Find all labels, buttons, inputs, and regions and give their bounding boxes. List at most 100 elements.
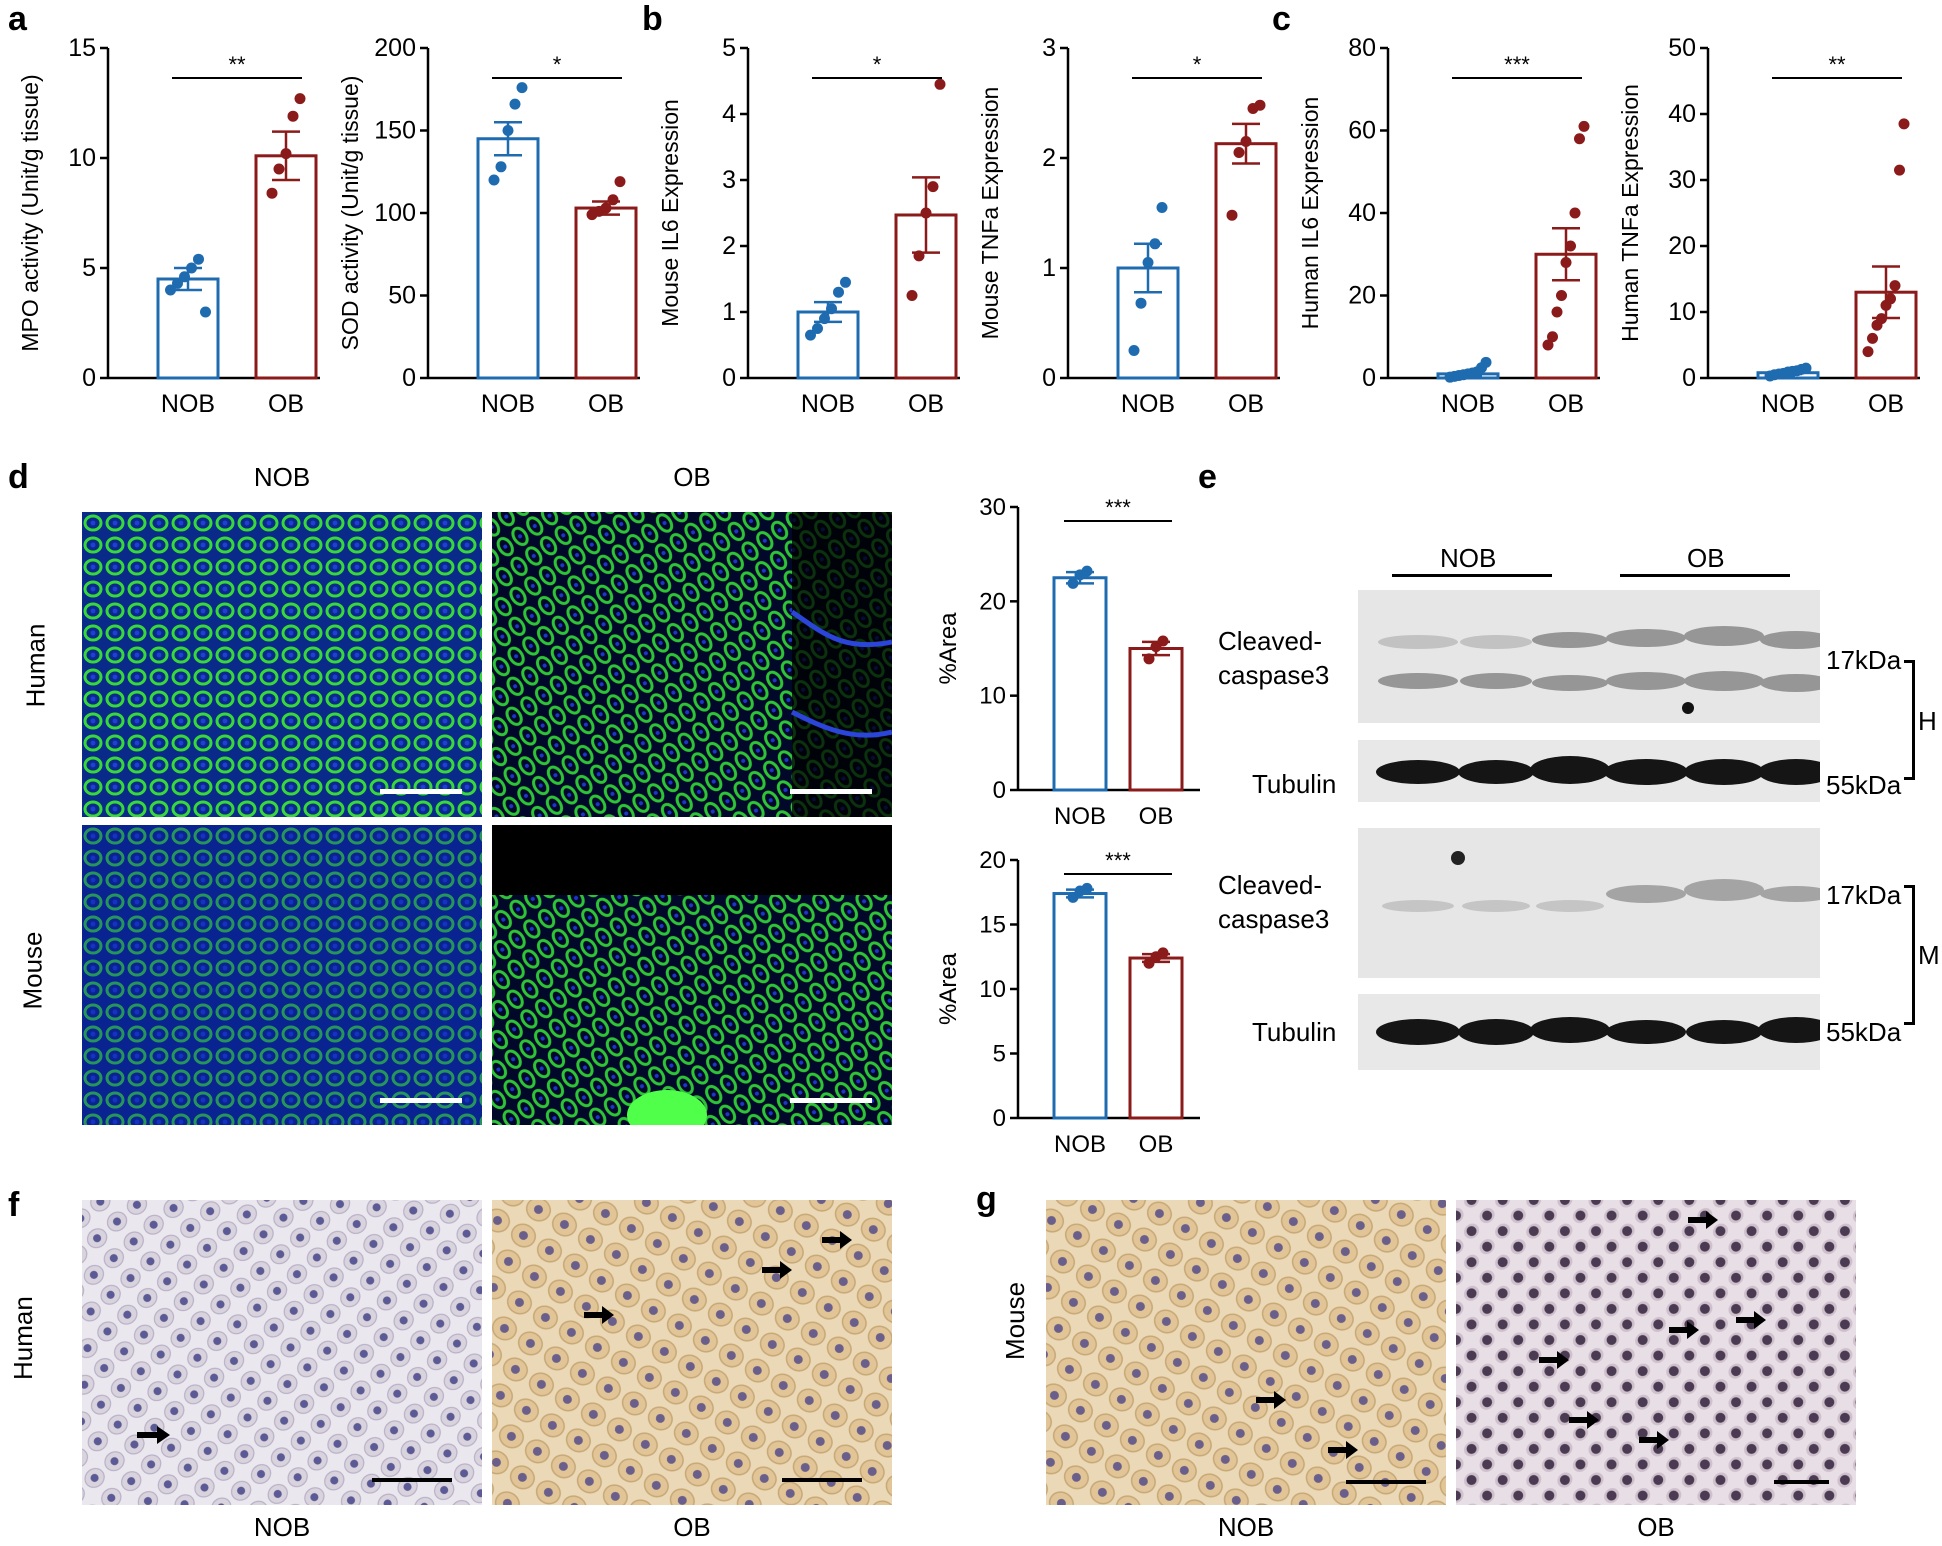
data-point — [1556, 290, 1567, 301]
data-point — [266, 187, 278, 199]
y-tick-label: 1 — [1042, 254, 1056, 282]
data-point — [1128, 345, 1140, 356]
bar-nob — [1052, 892, 1108, 1120]
bar-ob — [1128, 647, 1184, 792]
y-tick-label: 50 — [388, 282, 416, 310]
y-axis-label: Human TNFa Expression — [1617, 84, 1643, 342]
panel-d-col-ob: OB — [673, 462, 711, 492]
data-point — [1885, 293, 1896, 305]
bar-nob — [1052, 576, 1108, 792]
y-tick-label: 2 — [1042, 144, 1056, 172]
panel-label-g: g — [976, 1180, 997, 1218]
x-tick-label: NOB — [1121, 390, 1175, 418]
data-point — [1157, 947, 1169, 959]
data-point — [1894, 164, 1905, 176]
y-tick-label: 40 — [1668, 100, 1696, 128]
kda-55-1: 55kDa — [1826, 770, 1902, 800]
data-point — [1876, 313, 1887, 325]
y-axis-label: Mouse TNFa Expression — [977, 87, 1003, 340]
y-tick-label: 30 — [979, 494, 1006, 521]
data-point — [812, 323, 823, 334]
y-tick-label: 0 — [1042, 364, 1056, 392]
data-point — [193, 253, 204, 265]
data-point — [165, 284, 176, 296]
data-point — [1143, 957, 1155, 969]
y-axis-label: %Area — [935, 612, 962, 685]
data-point — [1233, 147, 1245, 158]
y-tick-label: 80 — [1348, 34, 1376, 62]
bracket-m-bottom — [1904, 1022, 1915, 1025]
bracket-h-bottom — [1904, 777, 1915, 780]
x-tick-label: NOB — [161, 390, 215, 418]
kda-17-2: 17kDa — [1826, 880, 1902, 910]
y-tick-label: 20 — [1668, 232, 1696, 260]
x-tick-label: OB — [268, 390, 304, 418]
significance-label: ** — [1828, 52, 1846, 77]
significance-label: * — [1193, 52, 1202, 77]
y-tick-label: 15 — [68, 34, 96, 62]
kda-55-2: 55kDa — [1826, 1017, 1902, 1047]
data-point — [287, 110, 299, 122]
y-tick-label: 15 — [979, 912, 1006, 939]
y-tick-label: 20 — [1348, 282, 1376, 310]
scale-bar — [380, 789, 462, 794]
bar-nob — [476, 137, 540, 380]
significance-label: *** — [1504, 52, 1530, 77]
ihc-image-mouse-nob — [1046, 1200, 1446, 1505]
bar-ob — [1128, 956, 1184, 1120]
x-tick-label: NOB — [481, 390, 535, 418]
y-tick-label: 40 — [1348, 199, 1376, 227]
blot-label-cleaved-2: Cleaved- — [1218, 870, 1323, 900]
data-point — [1542, 339, 1554, 351]
blot-label-caspase-1: caspase3 — [1218, 660, 1330, 690]
if-image-human-nob — [82, 512, 482, 817]
if-image-human-ob — [492, 512, 892, 817]
data-point — [920, 207, 932, 219]
y-tick-label: 0 — [82, 364, 96, 392]
bar-ob — [574, 206, 638, 380]
data-point — [1135, 297, 1147, 309]
bar-ob — [254, 154, 318, 380]
panel-label-f: f — [8, 1186, 20, 1224]
data-point — [1547, 331, 1558, 343]
if-image-mouse-ob — [492, 825, 892, 1125]
significance-label: *** — [1105, 848, 1131, 873]
bracket-h — [1912, 660, 1915, 780]
y-tick-label: 1 — [722, 298, 736, 326]
data-point — [1565, 240, 1576, 252]
blot-group-line-nob — [1392, 574, 1552, 577]
panel-d-col-nob: NOB — [253, 462, 311, 492]
scale-bar — [790, 1098, 872, 1103]
x-tick-label: OB — [1548, 390, 1584, 418]
data-point — [516, 82, 528, 94]
data-point — [200, 306, 211, 318]
y-tick-label: 2 — [722, 232, 736, 260]
data-point — [1240, 136, 1252, 147]
panel-g-ob: OB — [1637, 1512, 1675, 1542]
y-tick-label: 0 — [722, 364, 736, 392]
y-tick-label: 0 — [993, 1105, 1006, 1132]
panel-d-row-mouse: Mouse — [17, 931, 48, 1010]
chart-human-tnfa: 0 10 20 30 40 50 Human TNFa Expression NOB OB ** — [1617, 34, 1920, 418]
y-axis-label: Mouse IL6 Expression — [657, 99, 683, 327]
x-tick-label: NOB — [801, 390, 855, 418]
data-point — [934, 78, 946, 90]
data-point — [1898, 118, 1910, 130]
y-axis-label: SOD activity (Unit/g tissue) — [337, 76, 363, 351]
data-point — [488, 174, 500, 186]
y-tick-label: 5 — [993, 1041, 1006, 1068]
ihc-image-mouse-ob — [1456, 1200, 1856, 1505]
data-point — [819, 313, 830, 325]
blot-label-cleaved-1: Cleaved- — [1218, 626, 1323, 656]
kda-17-1: 17kDa — [1826, 645, 1902, 675]
blot-group-nob: NOB — [1440, 543, 1497, 573]
data-point — [294, 93, 306, 105]
y-axis-label: Human IL6 Expression — [1297, 97, 1323, 330]
y-tick-label: 0 — [1362, 364, 1376, 392]
y-tick-label: 0 — [1682, 364, 1696, 392]
data-point — [1149, 238, 1161, 250]
panel-f-row-human: Human — [8, 1296, 38, 1380]
data-point — [826, 303, 837, 315]
data-point — [1143, 653, 1155, 665]
blot-label-tubulin-1: Tubulin — [1252, 769, 1337, 799]
